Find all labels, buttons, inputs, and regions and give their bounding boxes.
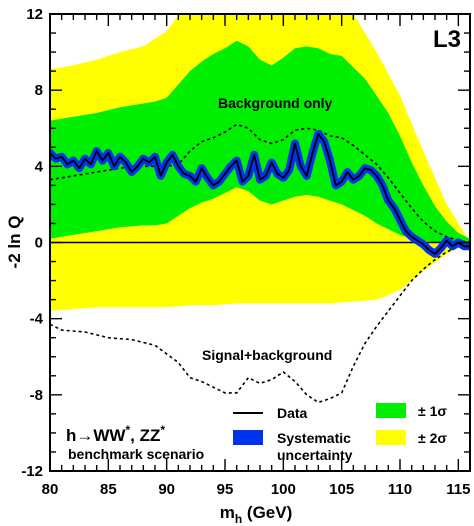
y-tick-label: 8 [35,82,43,99]
y-tick-label: -8 [30,387,43,404]
x-axis-title-sub: h [235,512,242,526]
x-tick-label: 110 [388,481,412,498]
x-tick-label: 80 [42,481,59,498]
x-axis-title-unit: (GeV) [242,503,292,522]
legend-two-sigma-label: ± 2σ [418,430,447,446]
one-sigma-band [50,40,470,243]
x-tick-label: 90 [158,481,175,498]
process-sup-2: * [160,423,165,437]
legend-systematic-label-2: uncertainty [277,447,353,463]
y-tick-label: -4 [30,311,44,328]
plot-area [50,14,470,404]
legend-one-sigma-label: ± 1σ [418,403,447,419]
signal-plus-background-label: Signal+background [202,347,332,363]
y-tick-label: -12 [21,463,43,480]
x-tick-label: 115 [446,481,470,498]
legend-data-label: Data [277,405,308,421]
x-tick-label: 105 [329,481,354,498]
x-axis-title-main: m [220,503,235,522]
y-tick-label: 12 [26,6,43,23]
process-main: h→WW [66,426,126,445]
legend: Data Systematic uncertainty ± 1σ ± 2σ [233,403,447,463]
x-tick-label: 85 [100,481,117,498]
data-line [50,133,470,255]
x-tick-label: 95 [217,481,234,498]
background-only-label: Background only [218,95,333,111]
x-tick-label: 100 [271,481,296,498]
legend-systematic-label-1: Systematic [277,430,351,446]
process-sup-1: * [125,423,130,437]
y-tick-label: 0 [35,235,43,252]
x-axis-title: mh (GeV) [220,503,293,526]
y-tick-label: 4 [35,158,44,175]
process-label: h→WW*, ZZ* [66,423,165,445]
signal-plus-background-expected-line [50,241,470,404]
experiment-label: L3 [433,26,461,53]
benchmark-label: benchmark scenario [68,446,204,462]
legend-one-sigma-swatch [376,403,406,418]
process-mid: , ZZ [130,426,160,445]
legend-two-sigma-swatch [376,430,406,445]
axis-ticks: 80 85 90 95 100 105 110 115 -12 -8 -4 0 4 8 12 [21,6,471,498]
background-only-expected-line [50,123,470,244]
legend-systematic-swatch [233,430,263,445]
y-axis-title: -2 ln Q [5,216,24,269]
